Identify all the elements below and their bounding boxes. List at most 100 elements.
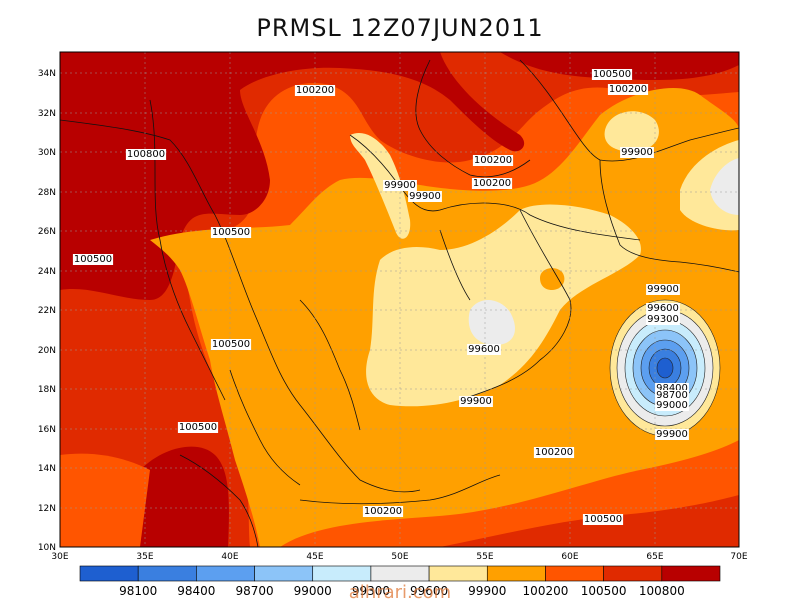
contour-label-bg <box>533 447 575 458</box>
label-100800-west: 100800 <box>127 149 165 160</box>
contour-label-bg <box>467 344 501 355</box>
lat-label: 24N <box>38 267 56 277</box>
contour-label-bg <box>646 314 680 325</box>
contour-label-bg <box>125 149 167 160</box>
colorbar-label: 100200 <box>523 584 569 598</box>
colorbar-swatch <box>486 565 546 582</box>
contour-label-bg <box>362 506 404 517</box>
contour-label-bg <box>646 284 680 295</box>
lat-label: 20N <box>38 346 56 356</box>
colorbar-label: 99600 <box>410 584 448 598</box>
label-100500-ethiopia: 100500 <box>212 339 250 350</box>
contour-label-bg <box>646 303 680 314</box>
contour-label-bg <box>210 339 252 350</box>
coastlines <box>60 59 739 547</box>
watermark-text: alhrari.com <box>348 582 452 603</box>
contour-label-bg <box>472 155 514 166</box>
label-99900-low-outer: 99900 <box>647 284 679 295</box>
lat-label: 14N <box>38 464 56 474</box>
label-98700-low: 98700 <box>656 390 688 401</box>
contour-label-bg <box>177 422 219 433</box>
contour-label-bg <box>210 227 252 238</box>
colorbar-label: 99300 <box>352 584 390 598</box>
contour-label-bg <box>607 84 649 95</box>
contour-label-bg <box>72 254 114 265</box>
label-99000-low: 99000 <box>656 400 688 411</box>
colorbar-swatch <box>312 565 372 582</box>
contour-label-bg <box>655 390 689 401</box>
label-100500-ne: 100500 <box>593 69 631 80</box>
colorbar-label: 100500 <box>581 584 627 598</box>
lat-label: 22N <box>38 306 56 316</box>
label-99300-low: 99300 <box>647 314 679 325</box>
contour-label-bg <box>655 429 689 440</box>
label-99900-iraq-1: 99900 <box>384 180 416 191</box>
colorbar-swatch <box>661 565 721 582</box>
lon-label: 55E <box>476 552 493 562</box>
colorbar-swatch <box>79 565 139 582</box>
contour-label-bg <box>655 383 689 394</box>
label-100200-ne: 100200 <box>609 84 647 95</box>
contour-label-bg <box>459 396 493 407</box>
label-99900-low-south: 99900 <box>656 429 688 440</box>
plot-frame <box>59 51 740 548</box>
contour-label-bg <box>471 178 513 189</box>
contour-label-bg <box>294 85 336 96</box>
lat-label: 34N <box>38 69 56 79</box>
field-100800-east <box>500 52 739 81</box>
colorbar-swatch <box>603 565 663 582</box>
label-100500-south: 100500 <box>584 514 622 525</box>
lat-label: 28N <box>38 188 56 198</box>
contour-label-bg <box>408 191 442 202</box>
label-99600-arabia: 99600 <box>468 344 500 355</box>
label-100500-center-north: 100500 <box>212 227 250 238</box>
colorbar-swatch <box>196 565 255 582</box>
label-99600-low: 99600 <box>647 303 679 314</box>
label-99900-iraq-2: 99900 <box>409 191 441 202</box>
colorbar-label: 99000 <box>294 584 332 598</box>
lon-label: 70E <box>730 552 747 562</box>
lat-label: 18N <box>38 385 56 395</box>
tropical-low <box>610 300 720 436</box>
label-100200-redsea: 100200 <box>473 178 511 189</box>
pressure-fields <box>60 52 739 547</box>
lon-label: 50E <box>391 552 408 562</box>
field-99600-iraq <box>350 132 411 239</box>
lon-label: 45E <box>306 552 323 562</box>
latitude-labels: 34N 32N 30N 28N 26N 24N 22N 20N 18N 16N … <box>38 69 56 553</box>
label-100500-west-edge: 100500 <box>179 422 217 433</box>
field-100200-south <box>60 453 150 547</box>
lat-label: 12N <box>38 504 56 514</box>
contour-label-bg <box>383 180 417 191</box>
colorbar-label: 100800 <box>639 584 685 598</box>
lat-label: 26N <box>38 227 56 237</box>
colorbar-label: 99900 <box>468 584 506 598</box>
label-100200-arabian-sea: 100200 <box>535 447 573 458</box>
colorbar-label: 98400 <box>177 584 215 598</box>
contour-label-bg <box>620 147 654 158</box>
label-100200-north: 100200 <box>296 85 334 96</box>
contour-labels: 100500 100200 100200 100800 100500 100200 9990… <box>72 69 689 525</box>
lon-label: 40E <box>221 552 238 562</box>
lat-label: 10N <box>38 543 56 553</box>
lon-label: 35E <box>136 552 153 562</box>
label-98400-low: 98400 <box>656 383 688 394</box>
colorbar: 98100 98400 98700 99000 99300 99600 99900 10020… <box>79 565 721 598</box>
label-100500-egypt: 100500 <box>74 254 112 265</box>
field-99600-iran-island <box>604 111 659 152</box>
field-99300-arabia <box>468 300 515 345</box>
colorbar-label: 98100 <box>119 584 157 598</box>
colorbar-swatch <box>137 565 197 582</box>
colorbar-swatch <box>428 565 488 582</box>
lat-label: 30N <box>38 148 56 158</box>
lon-label: 60E <box>561 552 578 562</box>
field-99300-east <box>710 158 739 215</box>
contour-label-bg <box>591 69 633 80</box>
lon-label: 30E <box>51 552 68 562</box>
lon-label: 65E <box>646 552 663 562</box>
colorbar-swatch <box>545 565 604 582</box>
label-99900-south-arabia: 99900 <box>460 396 492 407</box>
longitude-labels: 30E 35E 40E 45E 50E 55E 60E 65E 70E <box>51 552 747 562</box>
field-99900-spot <box>540 268 565 290</box>
